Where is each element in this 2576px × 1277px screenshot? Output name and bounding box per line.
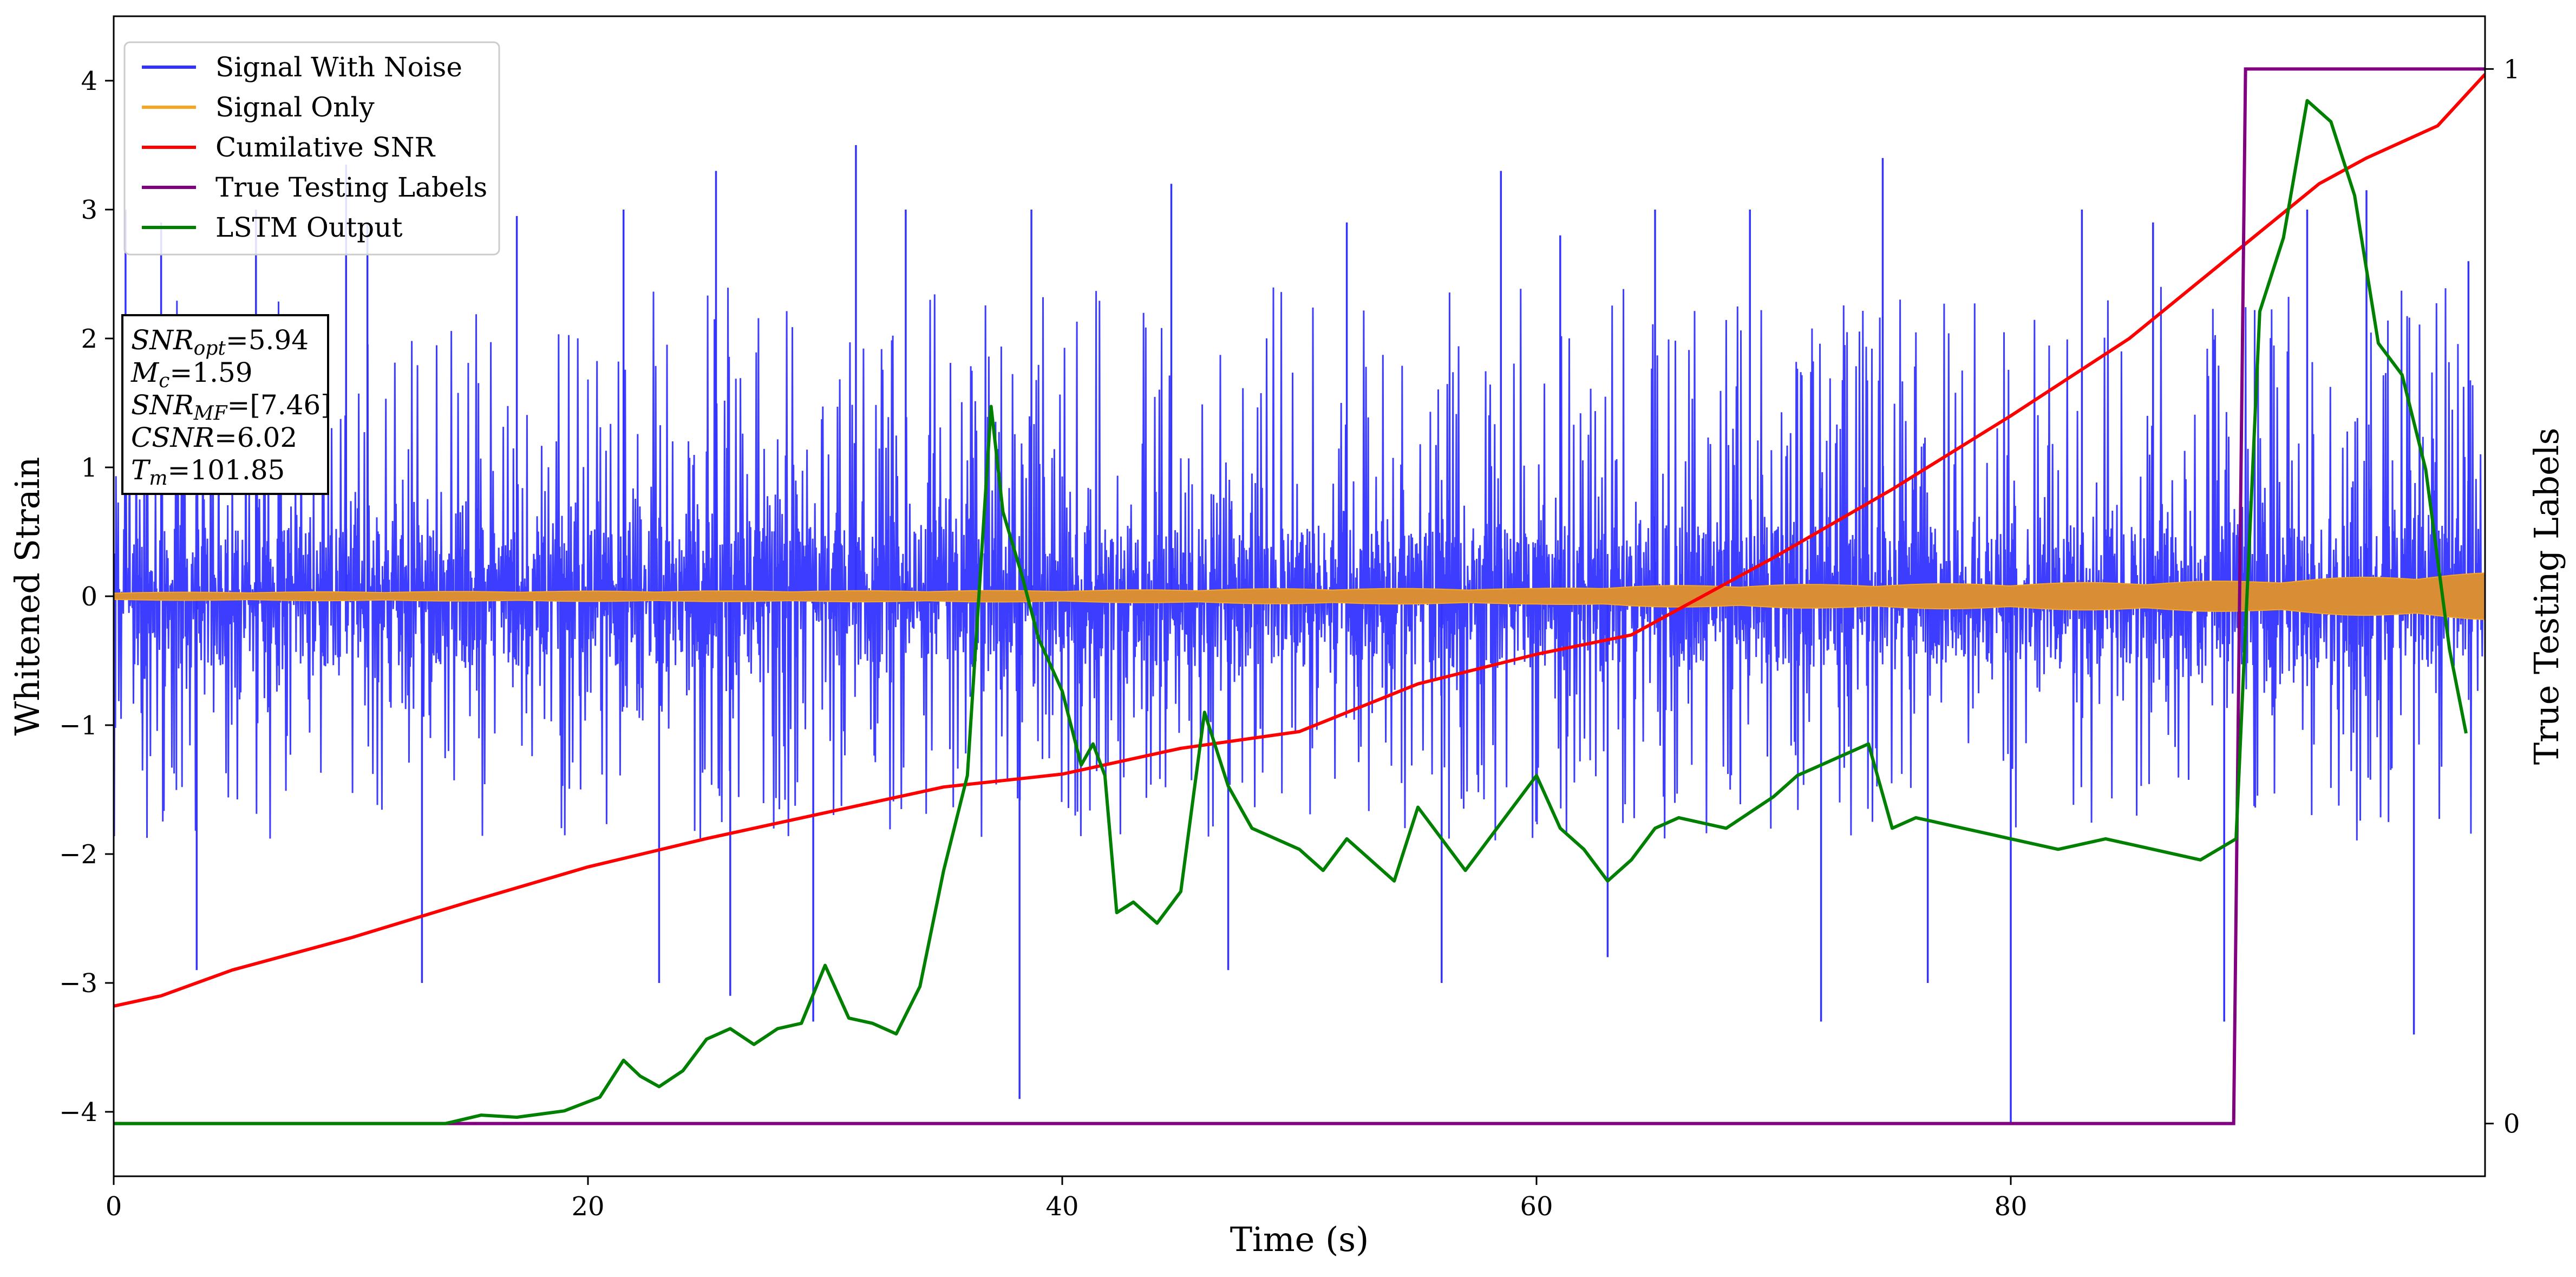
legend-label-3: True Testing Labels [215, 172, 487, 203]
y-tick-label: 1 [81, 453, 97, 483]
legend-label-1: Signal Only [215, 92, 375, 123]
x-tick-label: 0 [106, 1191, 122, 1222]
legend-label-2: Cumilative SNR [215, 132, 435, 163]
info-row-2: SNRMF=[7.46] [131, 389, 331, 425]
info-box-frame [121, 314, 329, 495]
info-symbol: M [130, 357, 160, 388]
y-tick-label: 2 [81, 324, 97, 354]
y2-axis-label: True Testing Labels [2527, 428, 2566, 765]
series-lstm-output [114, 99, 2468, 1125]
info-subscript: c [159, 370, 169, 392]
info-value: =6.02 [214, 422, 297, 453]
y-axis-label: Whitened Strain [8, 457, 47, 736]
legend: Signal With Noise Signal Only Cumilative S… [123, 41, 500, 256]
legend-frame [123, 41, 500, 256]
info-row-4: Tm=101.85 [131, 454, 285, 490]
lstm-output-line [114, 99, 2468, 1125]
info-symbol: SNR [131, 389, 194, 421]
y-tick-label: −3 [59, 968, 97, 999]
info-subscript: m [149, 467, 167, 490]
y-tick-label: 0 [81, 582, 97, 612]
legend-label-4: LSTM Output [215, 212, 402, 243]
info-row-3: CSNR=6.02 [131, 422, 297, 453]
info-symbol: SNR [131, 324, 194, 356]
series-signal-with-noise [114, 145, 2485, 1125]
info-subscript: opt [194, 337, 226, 360]
info-symbol: CSNR [131, 422, 214, 453]
y-tick-label: 4 [81, 66, 97, 96]
noise-trace [114, 286, 2485, 841]
y-tick-label: 3 [81, 195, 97, 225]
cumilative-snr-line [114, 73, 2485, 1008]
info-value: =5.94 [226, 324, 309, 356]
x-tick-label: 60 [1520, 1191, 1553, 1222]
x-tick-label: 20 [571, 1191, 604, 1222]
info-symbol: T [131, 454, 151, 486]
y-tick-label: −2 [59, 839, 97, 870]
y2-tick-label: 1 [2503, 54, 2520, 84]
y-tick-label: −1 [59, 711, 97, 741]
info-box: SNRopt=5.94Mc=1.59SNRMF=[7.46]CSNR=6.02T… [121, 314, 331, 495]
true-testing-labels-line [114, 67, 2485, 1125]
info-value: =1.59 [169, 357, 252, 388]
x-axis-label: Time (s) [1230, 1220, 1369, 1259]
info-row-0: SNRopt=5.94 [131, 324, 309, 360]
info-row-1: Mc=1.59 [130, 357, 253, 392]
info-subscript: MF [193, 402, 228, 425]
y-tick-label: −4 [59, 1097, 97, 1128]
series-cumilative-snr [114, 73, 2485, 1008]
plot-data-layer [114, 67, 2485, 1125]
info-value: =101.85 [168, 454, 285, 486]
x-tick-label: 80 [1994, 1191, 2027, 1222]
series-true-testing-labels [114, 67, 2485, 1125]
y2-tick-label: 0 [2503, 1109, 2520, 1139]
legend-label-0: Signal With Noise [215, 51, 462, 83]
series-signal-only [114, 572, 2485, 620]
info-value: =[7.46] [227, 389, 331, 421]
x-tick-label: 40 [1045, 1191, 1078, 1222]
signal-envelope [114, 572, 2485, 620]
